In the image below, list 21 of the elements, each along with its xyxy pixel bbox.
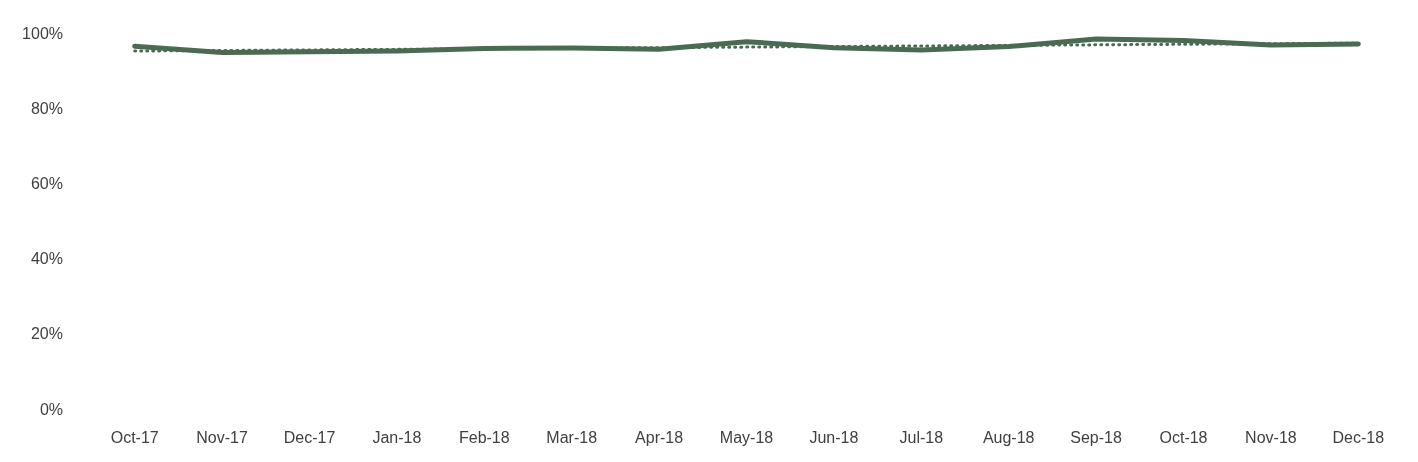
- x-tick-label: Aug-18: [982, 428, 1035, 446]
- x-tick-label: Nov-18: [1245, 428, 1297, 446]
- x-tick-label: Dec-17: [283, 428, 336, 446]
- y-tick-label: 20%: [30, 325, 63, 343]
- y-tick-label: 80%: [30, 99, 63, 117]
- x-tick-label: Jan-18: [372, 428, 422, 446]
- x-tick-label: May-18: [719, 428, 774, 446]
- x-tick-label: Oct-18: [1159, 428, 1208, 446]
- x-tick-label: Jun-18: [809, 428, 859, 446]
- y-tick-label: 40%: [30, 250, 63, 268]
- y-tick-label: 0%: [39, 400, 63, 418]
- x-tick-label: Sep-18: [1070, 428, 1122, 446]
- x-tick-label: Mar-18: [546, 428, 598, 446]
- x-tick-label: Nov-17: [196, 428, 248, 446]
- x-tick-label: Feb-18: [458, 428, 510, 446]
- x-tick-label: Oct-17: [110, 428, 159, 446]
- x-tick-label: Apr-18: [635, 428, 684, 446]
- y-tick-label: 60%: [30, 174, 63, 192]
- x-tick-label: Dec-18: [1332, 428, 1385, 446]
- x-tick-label: Jul-18: [899, 428, 944, 446]
- y-tick-label: 100%: [22, 24, 63, 42]
